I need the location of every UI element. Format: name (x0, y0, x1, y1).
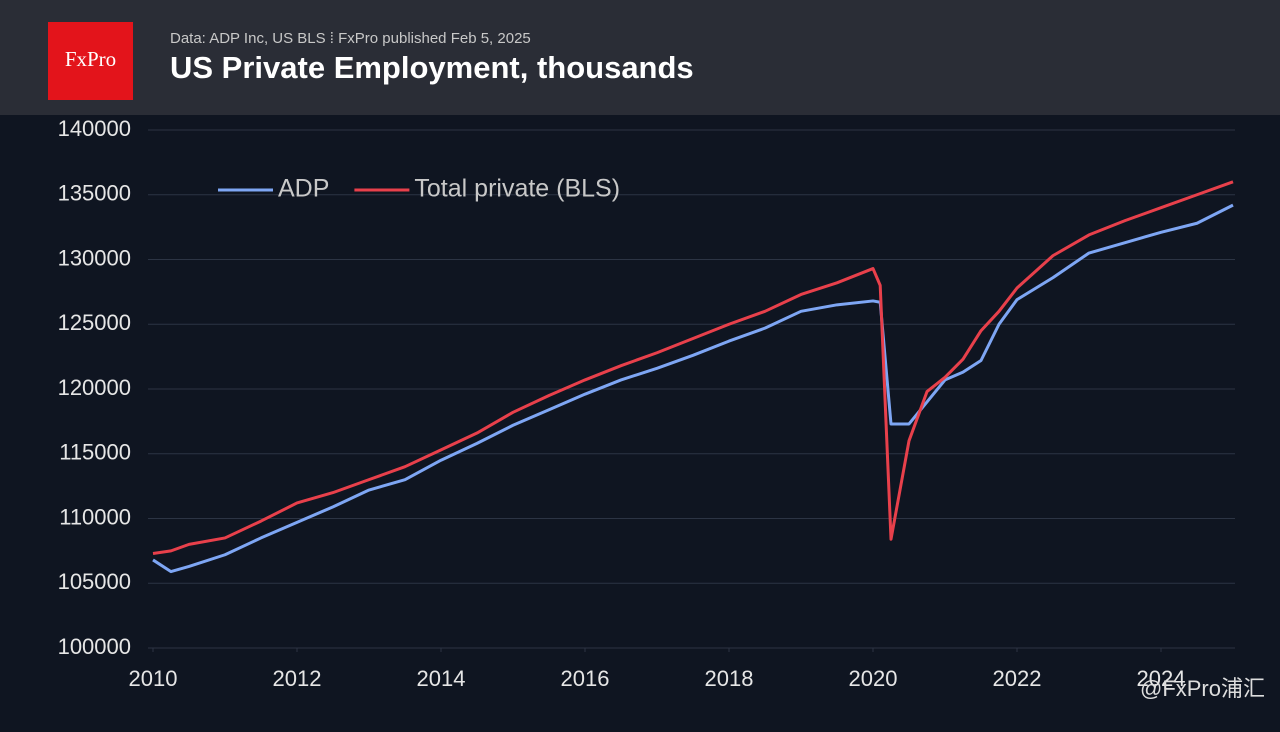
legend-label: Total private (BLS) (414, 175, 620, 203)
y-tick-label: 135000 (58, 181, 131, 206)
source: Data: ADP Inc, US BLS ⁞ FxPro published … (170, 30, 531, 47)
y-tick-label: 120000 (58, 375, 131, 400)
x-tick-label: 2014 (417, 666, 466, 691)
chart-title: US Private Employment, thousands (170, 50, 694, 85)
watermark: @FxPro浦汇 (1140, 676, 1265, 701)
x-tick-label: 2020 (849, 666, 898, 691)
x-tick-label: 2024 (1137, 666, 1186, 691)
x-tick-label: 2010 (129, 666, 178, 691)
header-band (0, 0, 1280, 115)
y-tick-label: 100000 (58, 634, 131, 659)
y-tick-label: 140000 (58, 116, 131, 141)
y-tick-label: 130000 (58, 245, 131, 270)
y-tick-label: 115000 (59, 440, 131, 465)
y-tick-label: 110000 (59, 504, 131, 529)
x-tick-label: 2016 (561, 666, 610, 691)
series-line (152, 180, 1234, 555)
y-tick-label: 105000 (58, 569, 131, 594)
series-line (152, 203, 1234, 574)
y-tick-label: 125000 (58, 310, 131, 335)
legend-label: ADP (278, 175, 329, 203)
logo: FxPro (65, 47, 116, 71)
x-tick-label: 2022 (993, 666, 1042, 691)
logo-box (48, 22, 133, 100)
x-tick-label: 2012 (273, 666, 322, 691)
x-tick-label: 2018 (705, 666, 754, 691)
plot: 100000 105000 110000 115000 120000 125000 1300… (58, 116, 1235, 691)
